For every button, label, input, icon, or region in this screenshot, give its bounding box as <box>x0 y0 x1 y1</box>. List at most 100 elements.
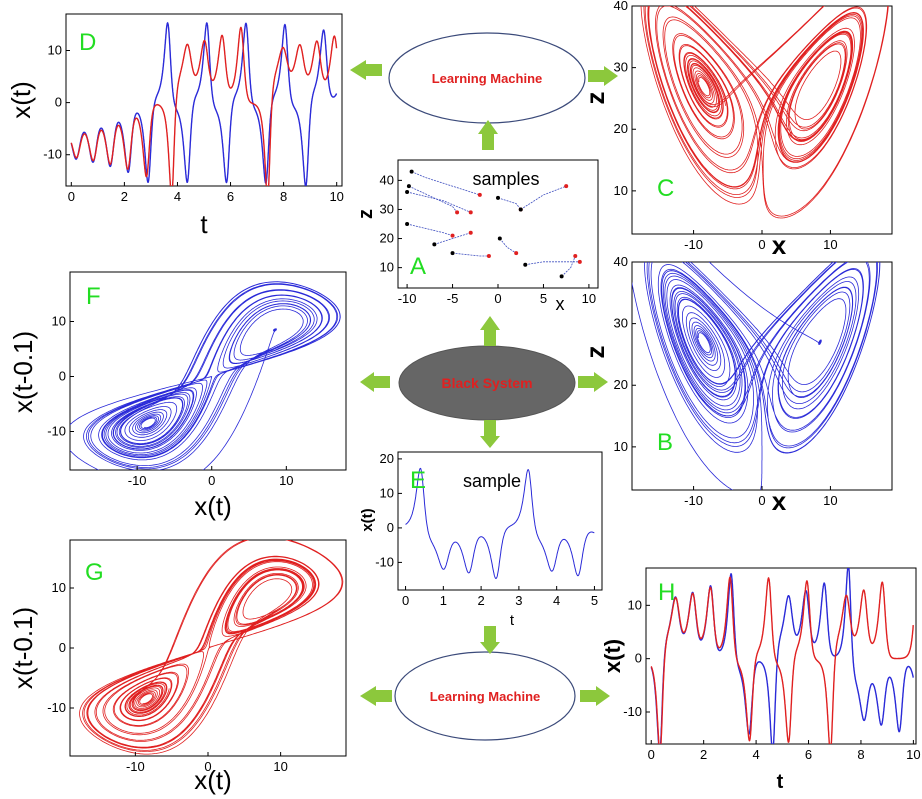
panel-d-xtick-label: 4 <box>174 189 181 204</box>
panel-e-xlabel: t <box>510 612 515 629</box>
panel-d-ytick-label: 0 <box>55 95 62 110</box>
panel-f-attractor <box>70 281 341 470</box>
panel-d-xtick-label: 0 <box>68 189 75 204</box>
panel-c-ytick-label: 10 <box>614 183 628 198</box>
panel-f-frame <box>69 271 347 471</box>
panel-c-xtick-label: 0 <box>758 237 765 252</box>
panel-h-red-series <box>650 576 914 744</box>
panel-b-attractor <box>632 262 881 490</box>
panel-a-sample-point <box>514 251 519 256</box>
panel-b-xtick-label: 10 <box>823 493 837 508</box>
panel-b-xlabel: x <box>772 486 787 516</box>
panel-e-letter: E <box>410 467 426 494</box>
panel-c-ytick-label: 40 <box>614 0 628 13</box>
panel-f-ytick-label: 0 <box>59 369 66 384</box>
panel-e-sample-series <box>405 467 595 579</box>
panel-b-xtick-label: -10 <box>684 493 703 508</box>
panel-e-ytick-label: 20 <box>380 451 394 466</box>
panel-h-xtick-label: 8 <box>857 747 864 762</box>
panel-d-xtick-label: 2 <box>121 189 128 204</box>
panel-d-xlabel: t <box>200 209 208 239</box>
arrow-right-icon <box>588 66 618 86</box>
panel-a-ylabel: z <box>355 209 377 219</box>
panel-a-sample-point <box>409 169 414 174</box>
panel-a-xtick-label: 0 <box>494 291 501 306</box>
panel-g-ylabel: x(t-0.1) <box>8 607 38 689</box>
panel-e-ytick-label: 10 <box>380 485 394 500</box>
panel-h-xtick-label: 4 <box>752 747 759 762</box>
panel-a-sample-point <box>573 254 578 258</box>
panel-a-sample-point <box>450 233 455 238</box>
panel-a-sample-point <box>450 251 455 256</box>
learning-machine-bottom-label: Learning Machine <box>430 689 541 704</box>
panel-a-sample-path <box>561 255 576 277</box>
panel-g-xtick-label: 0 <box>204 759 211 774</box>
panel-f-xtick-label: -10 <box>128 473 147 488</box>
panel-g-ytick-label: 0 <box>59 640 66 655</box>
panel-e-xtick-label: 4 <box>553 593 560 608</box>
panel-a-xtick-label: -5 <box>447 291 459 306</box>
panel-c-attractor <box>640 6 889 219</box>
panel-a-sample-point <box>496 195 500 200</box>
panel-c-letter: C <box>657 175 674 202</box>
panel-b-ylabel: z <box>580 346 610 359</box>
panel-a-sample-path <box>406 223 453 237</box>
panel-d-frame <box>65 13 343 187</box>
panel-c-xtick-label: 10 <box>823 237 837 252</box>
panel-e-xtick-label: 1 <box>440 593 447 608</box>
panel-a-ytick-label: 20 <box>380 231 394 246</box>
panel-h-ytick-label: 0 <box>635 651 642 666</box>
panel-a-letter: A <box>410 253 426 280</box>
panel-e-ylabel: x(t) <box>359 508 376 531</box>
panel-h-xtick-label: 0 <box>648 747 655 762</box>
panel-a-sample-path <box>452 252 489 257</box>
panel-d-red-series <box>70 26 338 186</box>
panel-h-letter: H <box>658 579 675 606</box>
panel-g-letter: G <box>85 559 104 586</box>
panel-a-sample-point <box>577 259 582 264</box>
panel-a-sample-path <box>520 185 567 210</box>
panel-h-xtick-label: 2 <box>700 747 707 762</box>
arrow-left-icon <box>350 60 382 80</box>
panel-g-ytick-label: -10 <box>47 700 66 715</box>
panel-f-ytick-label: -10 <box>47 424 66 439</box>
arrows <box>350 60 618 706</box>
panel-h-xtick-label: 10 <box>906 747 920 762</box>
panel-e-frame <box>397 451 603 591</box>
panel-h-ytick-label: -10 <box>623 704 642 719</box>
panel-a-sample-point <box>518 207 523 212</box>
panel-a-sample-point <box>523 262 528 267</box>
arrow-right-icon <box>578 372 608 392</box>
arrow-left-icon <box>360 372 390 392</box>
panel-a-sample-point <box>486 254 491 258</box>
panel-f-xtick-label: 10 <box>279 473 293 488</box>
panel-a-samples <box>405 169 582 279</box>
panel-g-attractor <box>79 540 344 755</box>
panel-b-ytick-label: 10 <box>614 439 628 454</box>
panel-h-ylabel: x(t) <box>600 639 625 673</box>
learning-machine-bottom-node <box>394 651 576 741</box>
arrow-up-icon <box>480 316 500 346</box>
panel-a-sample-point <box>477 192 482 197</box>
panel-a-sample-point <box>468 230 473 235</box>
panel-a-title: samples <box>472 169 539 189</box>
panel-d-ytick-label: 10 <box>48 42 62 57</box>
panel-c-ytick-label: 30 <box>614 60 628 75</box>
panel-d-ylabel: x(t) <box>6 81 36 119</box>
panel-h-frame <box>645 567 917 745</box>
panel-a-xlabel: x <box>556 294 565 314</box>
panel-e-xtick-label: 5 <box>591 593 598 608</box>
panel-a-sample-point <box>455 210 460 215</box>
panel-a-sample-point <box>497 236 502 241</box>
panel-a-sample-point <box>405 190 410 194</box>
panel-d-xtick-label: 6 <box>227 189 234 204</box>
panel-b-ytick-label: 40 <box>614 254 628 269</box>
panel-c-ylabel: z <box>580 92 610 105</box>
panel-d-letter: D <box>79 29 96 56</box>
panel-b-ytick-label: 20 <box>614 377 628 392</box>
panel-a-sample-path <box>434 232 471 245</box>
panel-c-xtick-label: -10 <box>684 237 703 252</box>
panel-f-xtick-label: 0 <box>208 473 215 488</box>
arrow-right-icon <box>580 686 610 706</box>
